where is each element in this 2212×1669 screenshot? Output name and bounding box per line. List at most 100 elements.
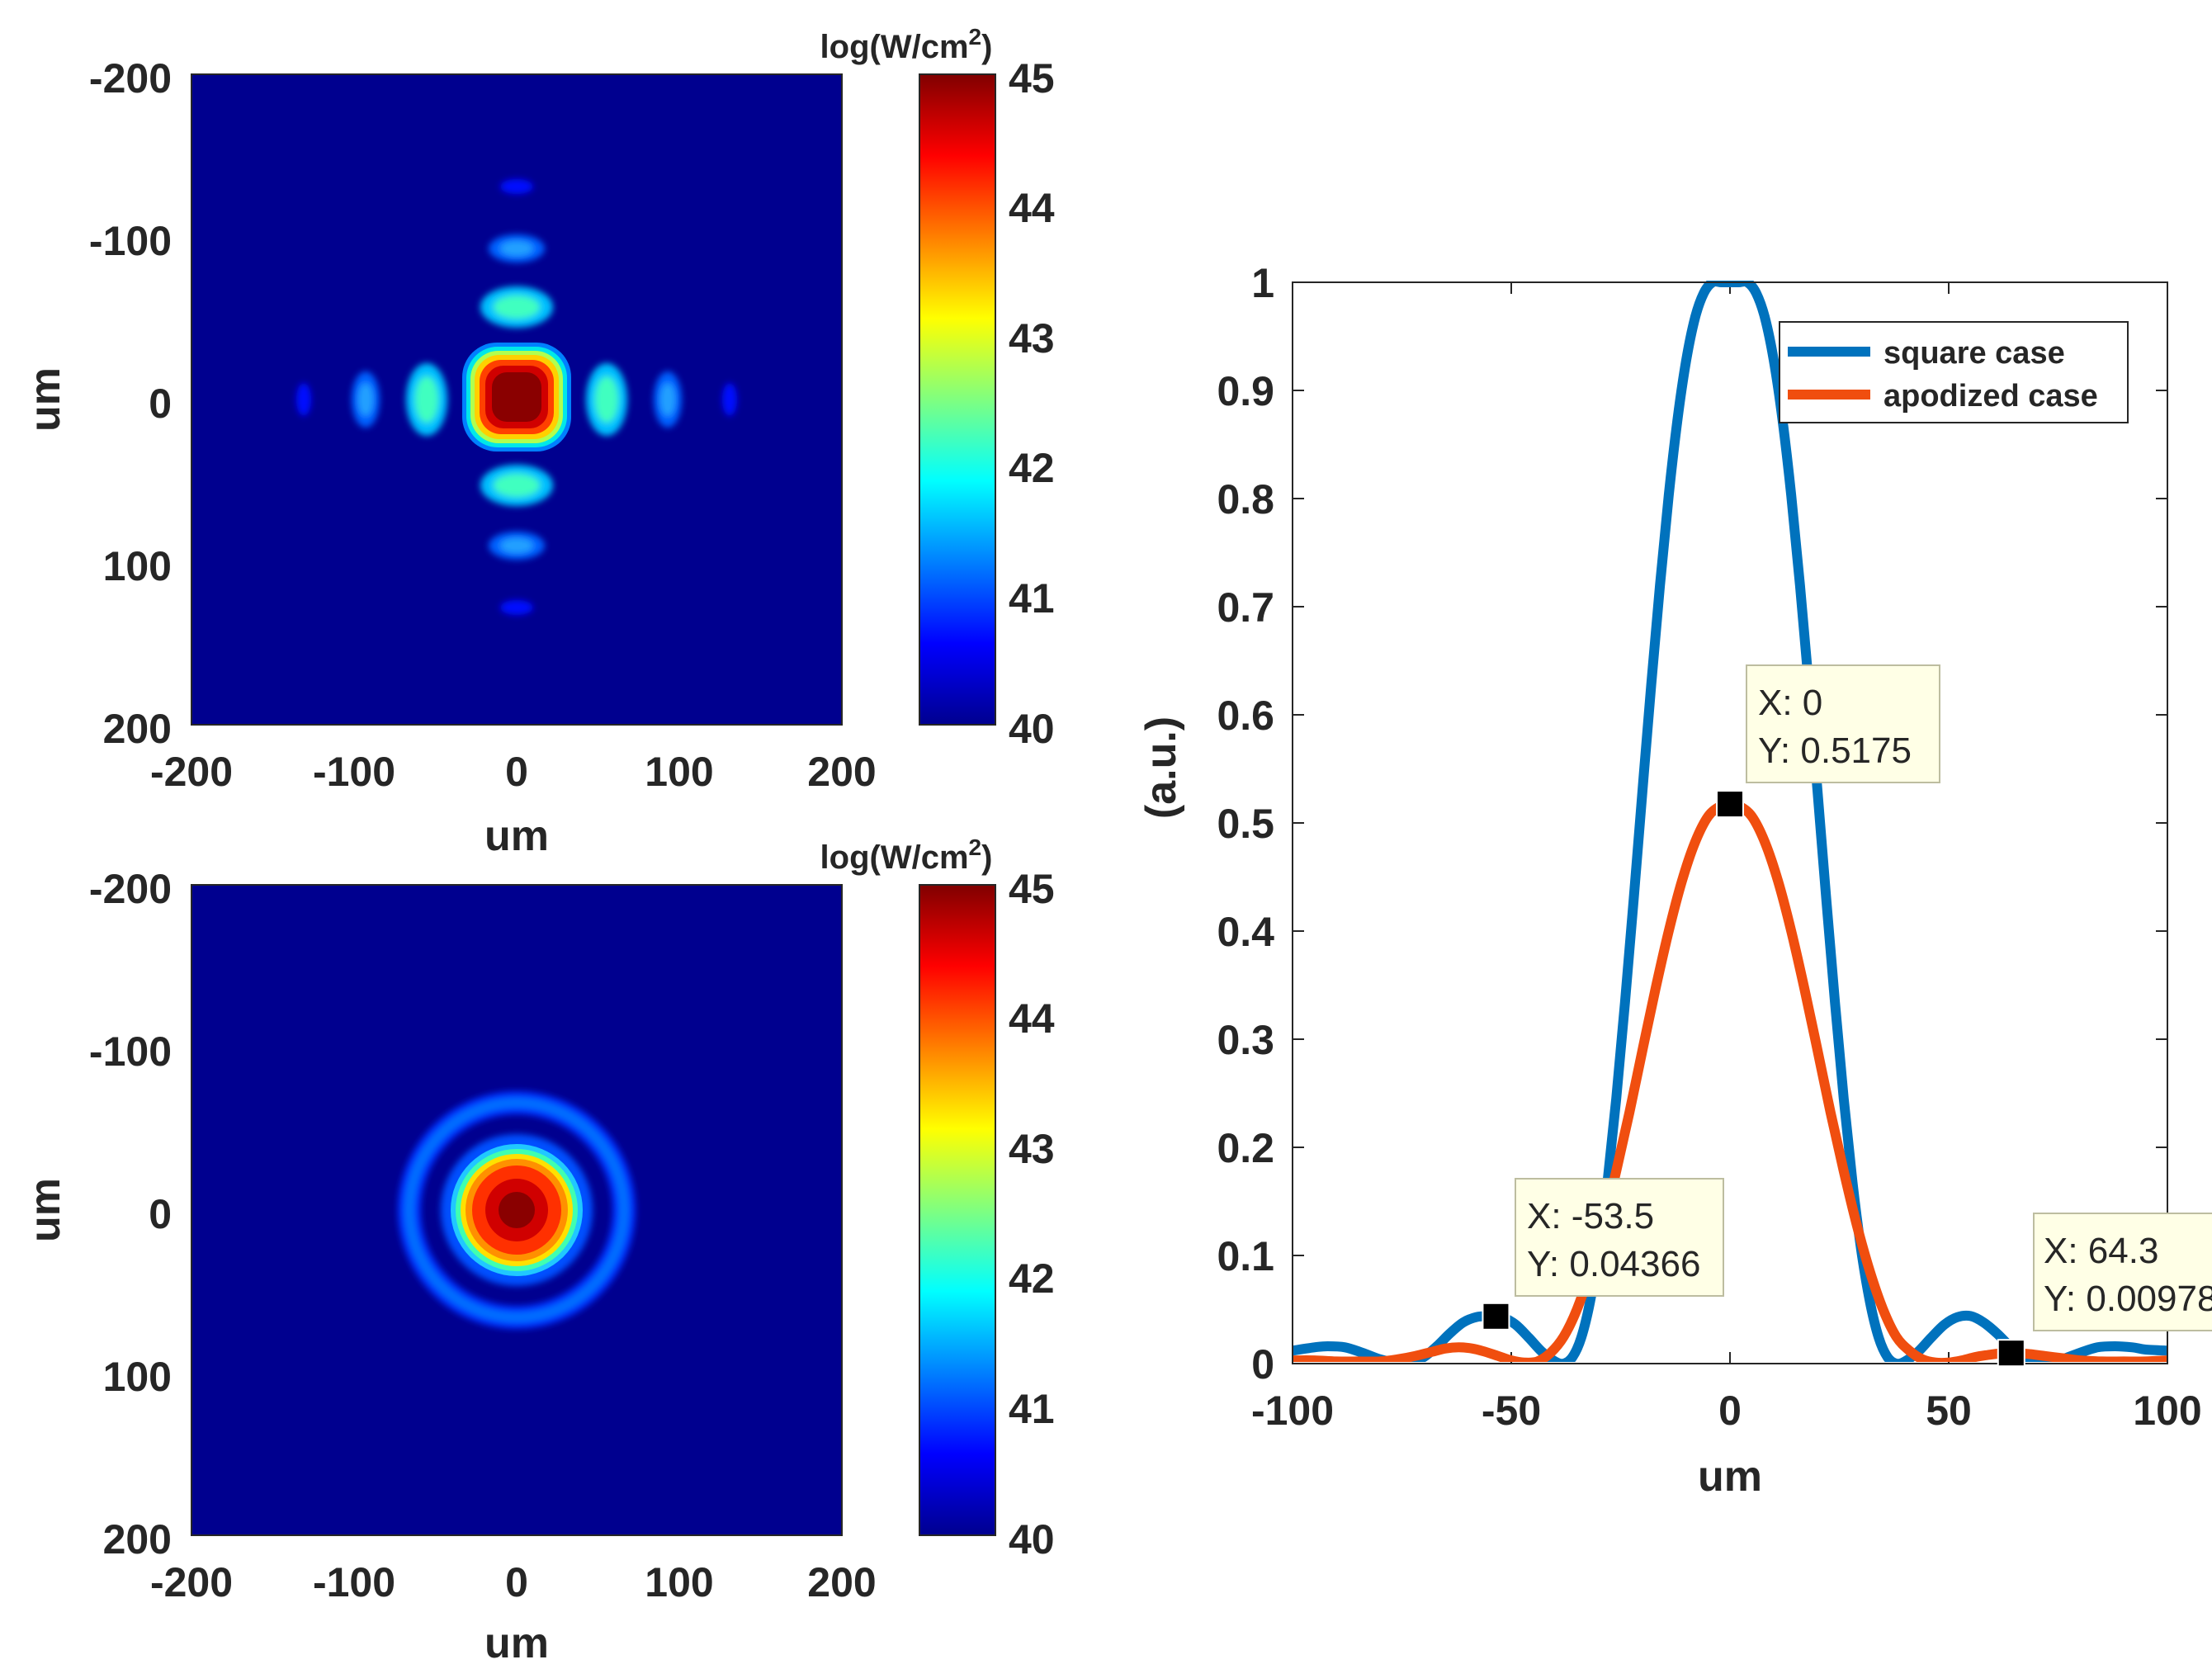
- y-tick-label: 0: [149, 1191, 172, 1237]
- datatip[interactable]: X: -53.5 Y: 0.04366: [1515, 1178, 1724, 1297]
- y-tick-label: 0.5: [1217, 801, 1274, 847]
- colorbar-tick-label: 42: [1009, 445, 1055, 491]
- line-plot-x-ticks: -100 -50 0 50 100: [1251, 1388, 2202, 1434]
- heatmap-apodized-y-ticks: -200 -100 0 100 200: [89, 866, 172, 1563]
- x-tick-label: -100: [313, 1559, 395, 1605]
- datatip-y-text: Y: 0.04366: [1527, 1244, 1700, 1284]
- y-tick-label: 0.3: [1217, 1017, 1274, 1063]
- colorbar-title-sup: 2: [969, 24, 982, 50]
- y-tick-label: 1: [1251, 260, 1274, 306]
- heatmap-apodized: -200 -100 0 100 200 -200 -100 0 100 200 …: [21, 834, 1055, 1667]
- colorbar-tick-label: 43: [1009, 315, 1055, 362]
- heatmap-square-main-lobe: [462, 343, 571, 452]
- datatip-marker[interactable]: [1997, 1339, 2025, 1368]
- colorbar-title-main: log(W/cm: [820, 839, 969, 876]
- legend-box: [1779, 321, 2129, 423]
- x-axis-label: um: [1698, 1453, 1762, 1501]
- y-tick-label: 0.2: [1217, 1125, 1274, 1171]
- y-tick-label: -200: [89, 55, 172, 102]
- colorbar-bottom-gradient: [919, 884, 996, 1536]
- x-tick-label: 0: [1718, 1388, 1742, 1434]
- legend-label-apodized: apodized case: [1884, 379, 2098, 414]
- x-tick-label: 200: [807, 1559, 876, 1605]
- y-tick-label: -100: [89, 1028, 172, 1075]
- y-tick-label: 0: [149, 381, 172, 427]
- datatip-marker[interactable]: [1482, 1302, 1510, 1331]
- colorbar-tick-label: 40: [1009, 1516, 1055, 1563]
- heatmap-square-spots: [296, 179, 737, 615]
- colorbar-title-main: log(W/cm: [820, 29, 969, 65]
- x-tick-label: -100: [313, 749, 395, 795]
- colorbar-tick-label: 45: [1009, 55, 1055, 102]
- colorbar-title: log(W/cm2): [820, 24, 993, 65]
- y-tick-label: 200: [103, 1516, 172, 1563]
- y-tick-label: 0.7: [1217, 584, 1274, 631]
- datatip-markers: [1482, 790, 2025, 1368]
- x-tick-label: 100: [2133, 1388, 2201, 1434]
- heatmap-square-y-ticks: -200 -100 0 100 200: [89, 55, 172, 752]
- y-tick-label: 0.1: [1217, 1233, 1274, 1279]
- x-tick-label: -100: [1251, 1388, 1334, 1434]
- line-plot-area: [1293, 282, 2167, 1364]
- heatmap-square-axes-box: [191, 73, 843, 726]
- colorbar-title-close: ): [981, 29, 992, 65]
- x-tick-label: -50: [1482, 1388, 1541, 1434]
- legend: square case apodized case: [1779, 321, 2129, 423]
- datatip-x-text: X: 0: [1758, 683, 1822, 723]
- datatip-y-text: Y: 0.5175: [1758, 730, 1912, 771]
- line-plot-axes-box: [1292, 281, 2168, 1364]
- x-tick-label: 200: [807, 749, 876, 795]
- datatip-x-text: X: -53.5: [1527, 1196, 1654, 1236]
- colorbar-tick-label: 41: [1009, 575, 1055, 622]
- heatmap-square: -200 -100 0 100 200 -200 -100 0 100 200 …: [21, 24, 1055, 860]
- x-tick-label: 100: [645, 749, 713, 795]
- y-tick-label: 0: [1251, 1341, 1274, 1388]
- colorbar-tick-label: 43: [1009, 1126, 1055, 1172]
- datatip-y-text: Y: 0.00978: [2044, 1279, 2212, 1319]
- colorbar-tick-label: 44: [1009, 995, 1055, 1042]
- legend-label-square: square case: [1884, 336, 2065, 371]
- x-tick-label: -200: [150, 749, 233, 795]
- colorbar-tick-label: 41: [1009, 1386, 1055, 1432]
- x-axis-label: um: [484, 1619, 549, 1667]
- x-tick-label: 50: [1926, 1388, 1972, 1434]
- y-axis-label: um: [21, 367, 69, 432]
- colorbar-top: log(W/cm2) 45 44 43 42 41 40: [820, 24, 1055, 752]
- heatmap-apodized-x-ticks: -200 -100 0 100 200: [150, 1559, 877, 1605]
- y-tick-label: 0.9: [1217, 368, 1274, 414]
- heatmap-square-x-ticks: -200 -100 0 100 200: [150, 749, 877, 795]
- y-tick-label: -200: [89, 866, 172, 912]
- datatip-box: [1746, 664, 1940, 783]
- y-tick-label: 0.4: [1217, 909, 1274, 955]
- datatip[interactable]: X: 64.3 Y: 0.00978: [2033, 1213, 2212, 1331]
- colorbar-title: log(W/cm2): [820, 834, 993, 876]
- y-tick-label: 0.6: [1217, 693, 1274, 739]
- colorbar-tick-label: 45: [1009, 866, 1055, 912]
- colorbar-top-gradient: [919, 73, 996, 726]
- y-tick-label: 100: [103, 543, 172, 589]
- line-plot-y-ticks: 0 0.1 0.2 0.3 0.4 0.5 0.6 0.7 0.8 0.9 1: [1217, 260, 1274, 1388]
- colorbar-title-sup: 2: [969, 834, 982, 860]
- colorbar-tick-label: 40: [1009, 706, 1055, 752]
- colorbar-title-close: ): [981, 839, 992, 876]
- y-axis-label: um: [21, 1178, 69, 1242]
- x-tick-label: -200: [150, 1559, 233, 1605]
- heatmap-apodized-main-lobe: [451, 1144, 583, 1276]
- datatip-box: [2033, 1213, 2212, 1331]
- y-tick-label: 100: [103, 1354, 172, 1400]
- x-tick-label: 0: [505, 749, 528, 795]
- y-tick-label: 0.8: [1217, 476, 1274, 522]
- line-plot: 0 0.1 0.2 0.3 0.4 0.5 0.6 0.7 0.8 0.9 1 …: [1137, 260, 2212, 1501]
- x-tick-label: 0: [505, 1559, 528, 1605]
- x-tick-label: 100: [645, 1559, 713, 1605]
- y-axis-label: (a.u.): [1137, 716, 1185, 819]
- colorbar-tick-label: 42: [1009, 1255, 1055, 1302]
- colorbar-bottom: log(W/cm2) 45 44 43 42 41 40: [820, 834, 1055, 1563]
- y-tick-label: -100: [89, 218, 172, 264]
- datatip-box: [1515, 1178, 1724, 1297]
- datatip-marker[interactable]: [1716, 790, 1744, 819]
- datatip[interactable]: X: 0 Y: 0.5175: [1746, 664, 1940, 783]
- y-tick-label: 200: [103, 706, 172, 752]
- colorbar-tick-label: 44: [1009, 185, 1055, 231]
